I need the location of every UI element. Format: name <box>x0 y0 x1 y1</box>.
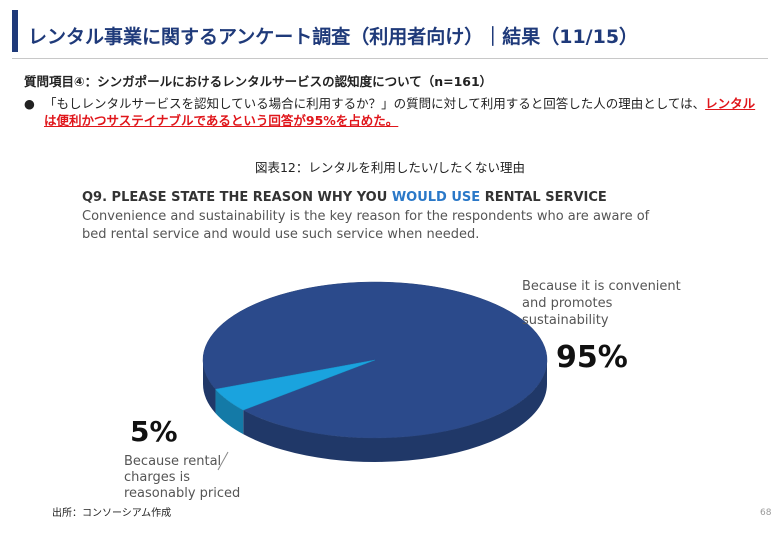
chart-title: Q9. PLEASE STATE THE REASON WHY YOU WOUL… <box>82 190 607 205</box>
slide-title: レンタル事業に関するアンケート調査（利用者向け）｜結果（11/15） <box>28 26 639 48</box>
chart-title-start: Q9. PLEASE STATE THE REASON WHY YOU <box>82 190 388 205</box>
chart-subtitle: Convenience and sustainability is the ke… <box>82 209 650 242</box>
pie-slice <box>215 359 376 411</box>
question: 質問項目④：シンガポールにおけるレンタルサービスの認知度について（n=161） <box>24 74 493 89</box>
bullet-body: 「もしレンタルサービスを認知している場合に利用するか？」の質問に対して利用すると… <box>44 95 764 129</box>
title-rule <box>12 58 768 59</box>
slice-label: Because rental charges is reasonably pri… <box>124 454 241 501</box>
pie-side <box>203 360 216 414</box>
pie-side <box>215 389 244 435</box>
value-label: 95% <box>556 340 628 375</box>
title-bar <box>12 10 18 52</box>
bullet-text: 「もしレンタルサービスを認知している場合に利用するか？」の質問に対して利用すると… <box>44 96 706 111</box>
bullet-highlight: レンタルは便利かつサステイナブルであるという回答が95%を占めた。 <box>44 96 756 128</box>
source: 出所：コンソーシアム作成 <box>52 508 172 519</box>
bullet-dot: ● <box>24 96 35 111</box>
figure-caption: 図表12：レンタルを利用したい/したくない理由 <box>254 160 526 175</box>
value-label: 5% <box>130 415 178 448</box>
page-number: 68 <box>760 508 772 518</box>
leader-line <box>217 451 229 471</box>
slice-label: Because it is convenient and promotes su… <box>522 279 681 328</box>
chart-title-highlight: WOULD USE <box>391 190 481 205</box>
chart-title-end: RENTAL SERVICE <box>484 190 607 205</box>
pie-side <box>243 360 547 462</box>
bullet: ● 「もしレンタルサービスを認知している場合に利用するか？」の質問に対して利用す… <box>24 95 764 129</box>
